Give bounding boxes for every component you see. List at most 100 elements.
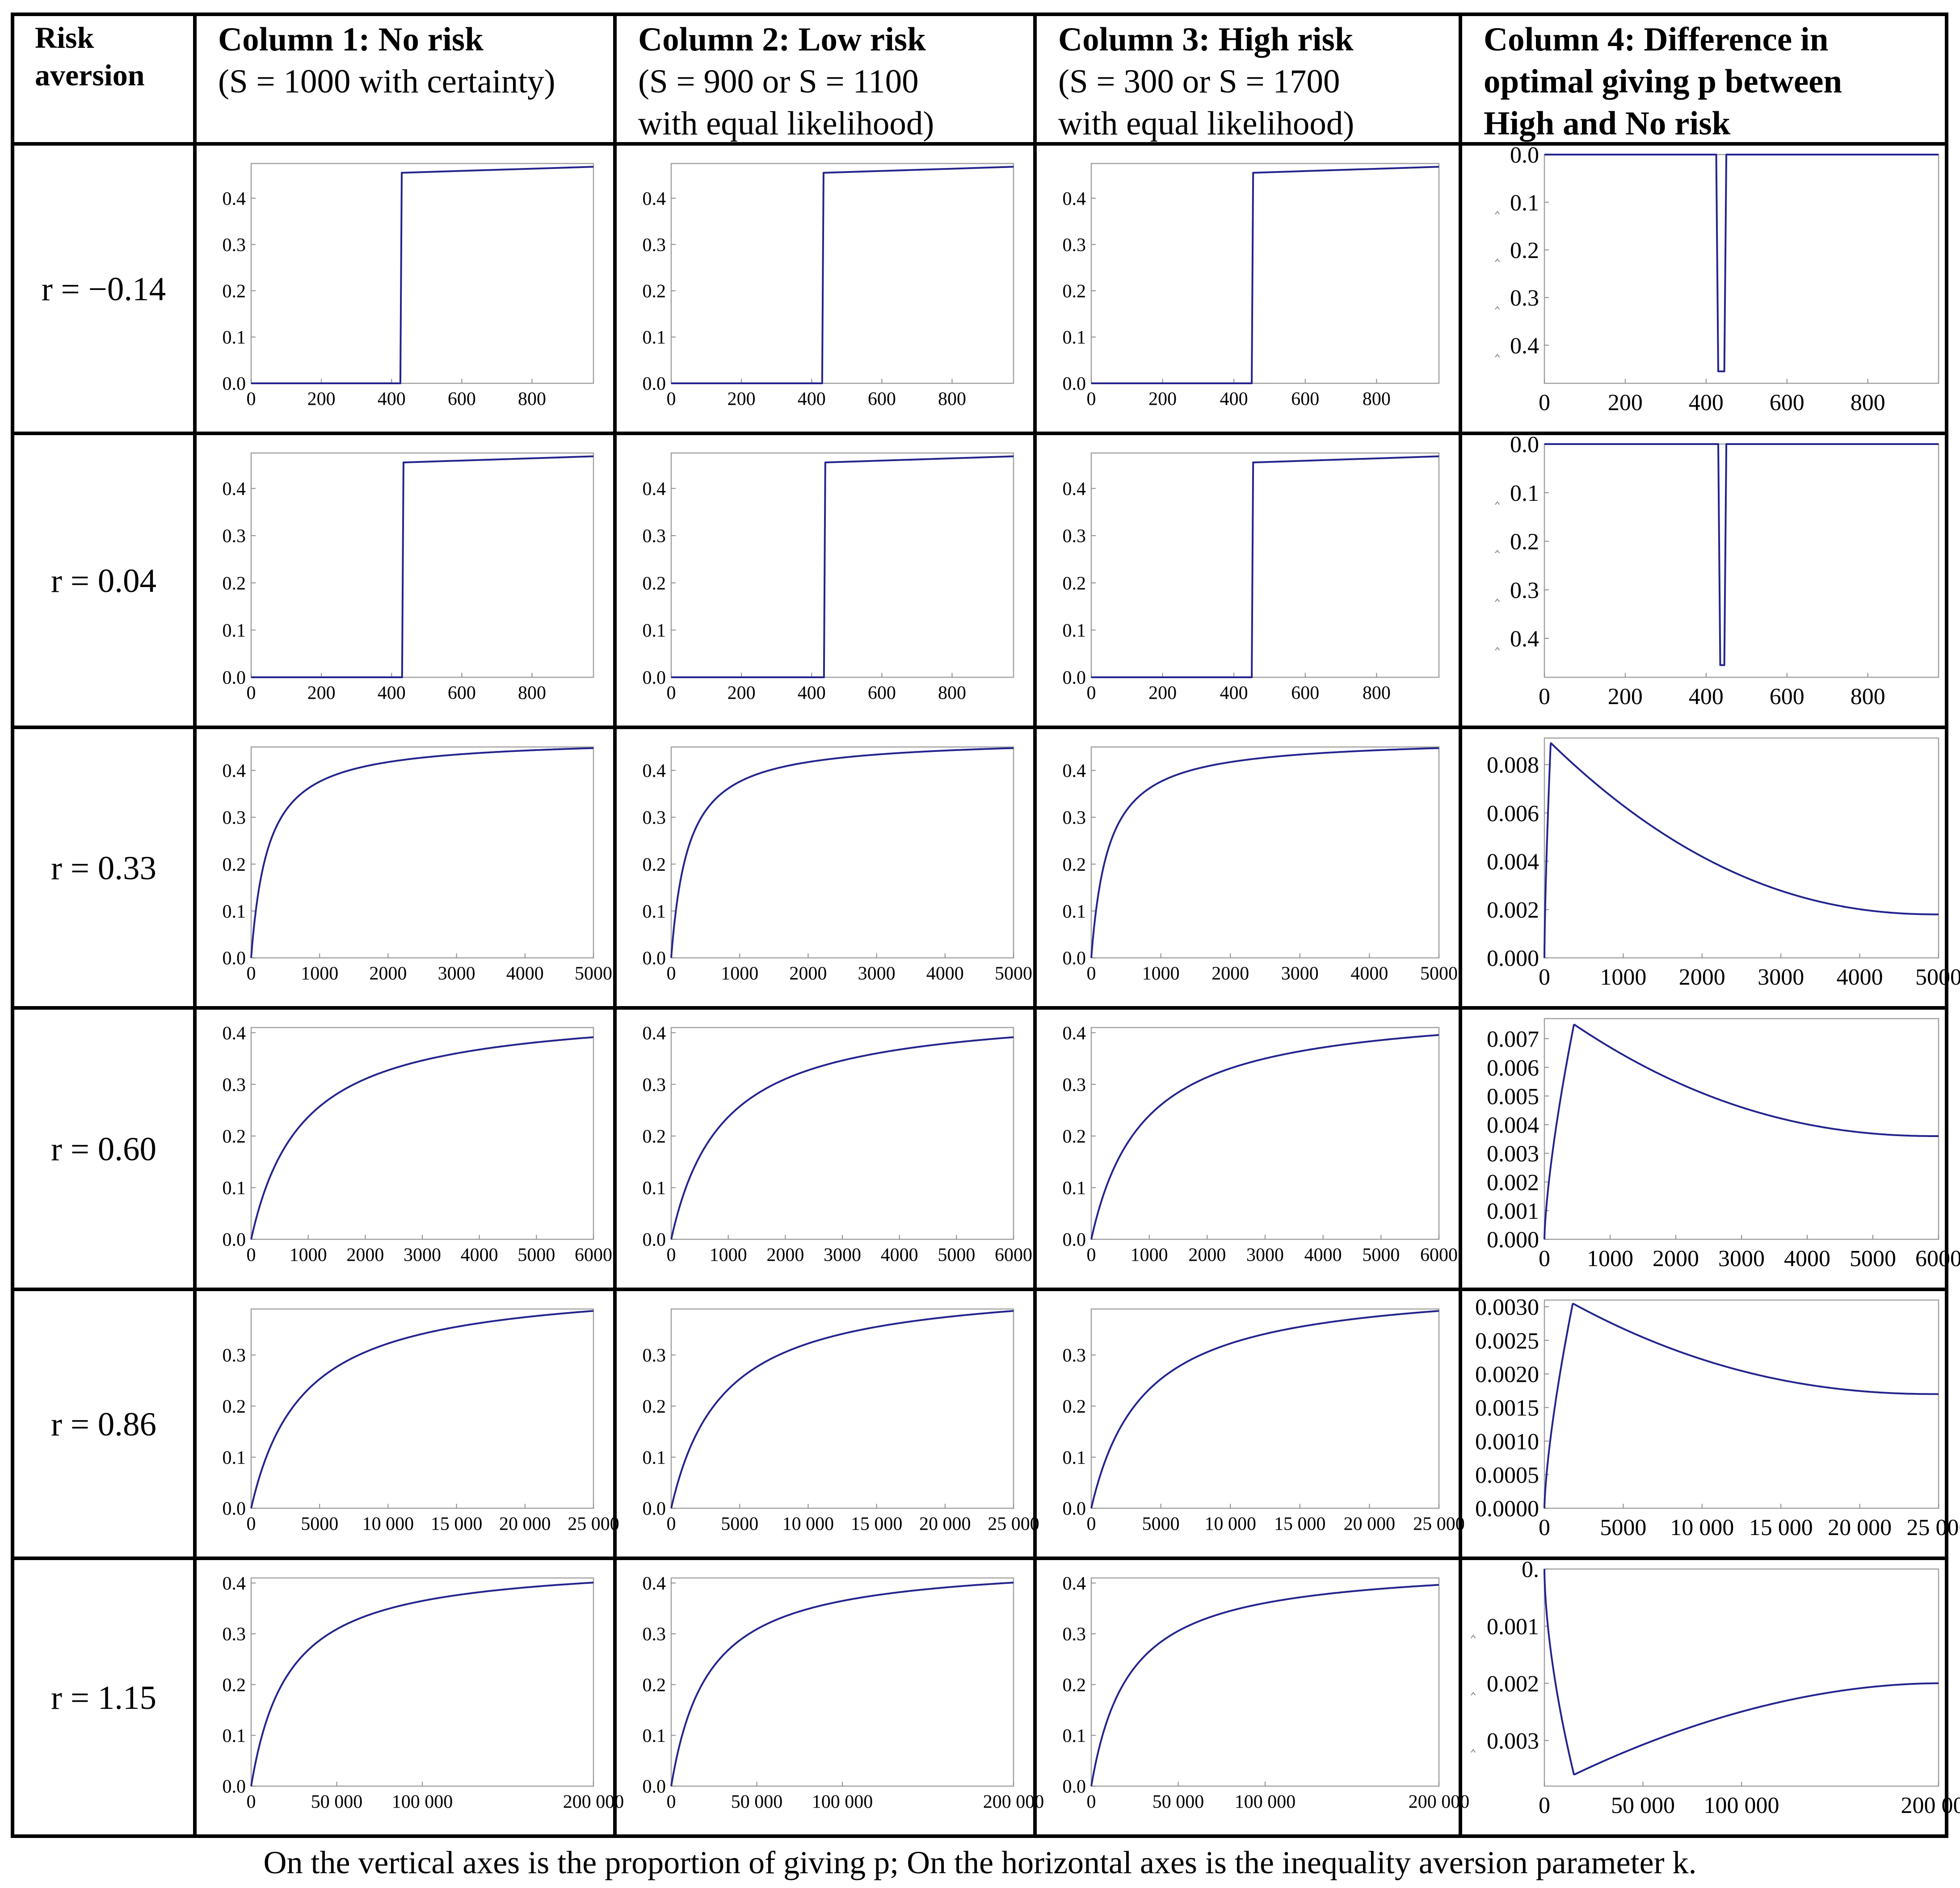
y-tick-label: 0.006 [1487, 801, 1539, 827]
y-tick-label: 0.2 [1510, 529, 1539, 555]
x-tick-label: 3000 [824, 1245, 861, 1265]
x-tick-label: 3000 [1718, 1246, 1765, 1271]
x-tick-label: 15 000 [851, 1514, 903, 1534]
y-tick-label: 0.1 [643, 1447, 666, 1468]
x-tick-label: 25 000 [1907, 1515, 1960, 1540]
y-tick-label: 0.0030 [1475, 1295, 1539, 1320]
x-tick-label: 25 000 [1413, 1514, 1465, 1534]
x-tick-label: 5000 [301, 1514, 338, 1534]
x-tick-label: 200 [728, 683, 756, 703]
x-tick-label: 10 000 [362, 1514, 414, 1534]
y-tick-label: 0.4 [223, 1573, 246, 1594]
y-tick-label: 0.4 [1063, 1023, 1086, 1044]
y-tick-label: 0.1 [1063, 1726, 1086, 1746]
y-tick-label: 0.0 [223, 948, 246, 969]
chart-r4c2: 0.0 0.1 0.2 0.3 0.4 0 1000 2000 3000 4000 5000 6000 [643, 1023, 1033, 1265]
series-line [250, 1582, 594, 1787]
chart-r4c1: 0.0 0.1 0.2 0.3 0.4 0 1000 2000 3000 4000 5000 6000 [223, 1023, 613, 1265]
plot-frame [250, 452, 594, 678]
plot-frame [1544, 1299, 1939, 1509]
y-tick-label: 0.0 [1063, 1499, 1086, 1519]
y-tick-label: 0.4 [1510, 333, 1539, 359]
x-tick-label: 600 [448, 389, 476, 409]
plot-frame [670, 746, 1014, 959]
x-tick-label: 200 000 [1409, 1792, 1470, 1812]
series-line [1544, 1024, 1939, 1240]
x-tick-label: 200 000 [563, 1792, 624, 1812]
y-tick-label: 0.2 [223, 281, 246, 302]
plot-frame [250, 163, 594, 384]
y-tick-label: 0.4 [223, 189, 246, 209]
x-tick-label: 0 [1087, 1514, 1096, 1534]
x-tick-label: 200 000 [1901, 1793, 1960, 1818]
x-tick-label: 0 [247, 963, 256, 984]
x-tick-label: 15 000 [1749, 1515, 1813, 1540]
y-tick-label: 0.1 [643, 1726, 666, 1746]
y-tick-label: 0.4 [643, 479, 666, 499]
y-tick-label: 0.0 [223, 1230, 246, 1250]
y-tick-label: 0.3 [643, 808, 666, 828]
plot-frame [1544, 1568, 1939, 1787]
series-line [1090, 1310, 1439, 1509]
chart-r5c1: 0.0 0.1 0.2 0.3 0 5000 10 000 15 000 20 000 25 00… [223, 1308, 619, 1534]
series-line [1090, 747, 1439, 959]
x-tick-label: 0 [1087, 389, 1096, 409]
chart-r6c4: 0. 0.001 ‸ 0.002 ‸ 0.003 ‸ 0 50 000 100 000 200 00… [1470, 1557, 1960, 1818]
series-line [250, 1036, 594, 1240]
header-column-4: Column 4: Difference in optimal giving p… [1462, 14, 1947, 144]
y-tick-label: 0.4 [223, 1023, 246, 1044]
y-tick-label: 0.3 [643, 1075, 666, 1095]
chart-r6c2: 0.0 0.1 0.2 0.3 0.4 0 50 000 100 000 200 000 [643, 1573, 1044, 1812]
x-tick-label: 4000 [1350, 963, 1388, 984]
figure-table: Risk aversion Column 1: No risk (S = 100… [11, 13, 1960, 1838]
x-tick-label: 2000 [766, 1245, 804, 1265]
y-tick-label: 0.1 [1063, 1178, 1086, 1199]
y-tick-label: 0.1 [223, 621, 246, 641]
y-tick-label: 0.0 [1063, 948, 1086, 969]
series-line [250, 747, 594, 959]
y-tick-label: 0.0 [643, 374, 666, 394]
x-tick-label: 5000 [1362, 1245, 1400, 1265]
y-tick-label: 0.007 [1487, 1027, 1539, 1052]
x-tick-label: 20 000 [1344, 1514, 1396, 1534]
y-tick-label: 0.2 [1063, 1397, 1086, 1417]
x-tick-label: 2000 [1211, 963, 1249, 984]
x-tick-label: 2000 [1653, 1246, 1699, 1271]
x-tick-label: 5000 [721, 1514, 758, 1534]
x-tick-label: 0 [667, 1514, 676, 1534]
minus-glyph-icon: ‸ [1495, 244, 1501, 262]
x-tick-label: 5000 [1600, 1515, 1646, 1540]
y-tick-label: 0.3 [1063, 1075, 1086, 1095]
header-col2-title: Column 2: Low risk [638, 21, 926, 58]
y-tick-label: 0.2 [1063, 573, 1086, 594]
y-tick-label: 0.3 [223, 1624, 246, 1645]
y-tick-label: 0.004 [1487, 1113, 1539, 1138]
x-tick-label: 20 000 [919, 1514, 971, 1534]
x-tick-label: 600 [868, 683, 896, 703]
y-tick-label: 0.0 [643, 668, 666, 688]
x-tick-label: 5000 [1915, 965, 1960, 990]
y-tick-label: 0.0020 [1475, 1362, 1539, 1388]
y-tick-label: 0.1 [643, 902, 666, 922]
minus-glyph-icon: ‸ [1495, 632, 1501, 650]
y-tick-label: 0.3 [643, 1346, 666, 1366]
y-tick-label: 0.001 [1487, 1199, 1539, 1224]
y-tick-label: 0.3 [643, 235, 666, 256]
x-tick-label: 0 [1539, 965, 1550, 990]
x-tick-label: 400 [798, 389, 826, 409]
x-tick-label: 5000 [1850, 1246, 1896, 1271]
x-tick-label: 25 000 [988, 1514, 1039, 1534]
plot-frame [250, 1308, 594, 1509]
y-tick-label: 0.2 [1063, 281, 1086, 302]
x-tick-label: 6000 [1915, 1246, 1960, 1271]
y-tick-label: 0.002 [1487, 898, 1539, 923]
x-tick-label: 600 [1770, 684, 1804, 709]
x-tick-label: 5000 [995, 963, 1032, 984]
series-line [670, 747, 1014, 959]
series-line [1544, 742, 1939, 958]
x-tick-label: 50 000 [311, 1792, 363, 1812]
y-tick-label: 0.0 [1063, 1777, 1086, 1797]
row-label-3: r = 0.33 [50, 850, 157, 887]
y-tick-label: 0.3 [1063, 1624, 1086, 1645]
x-tick-label: 100 000 [812, 1792, 873, 1812]
